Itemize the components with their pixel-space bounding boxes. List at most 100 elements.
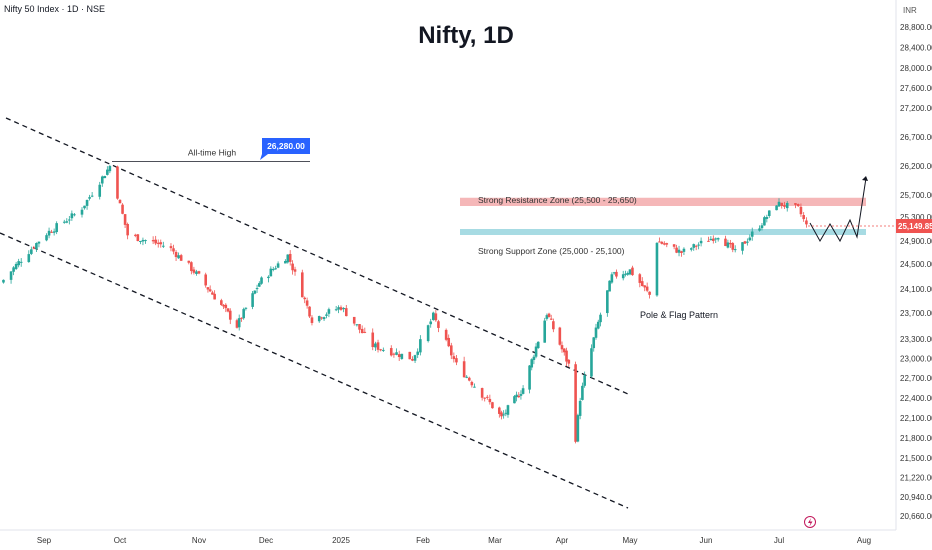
candle-body [567,359,571,364]
candle-body [211,292,214,295]
candle-body [397,354,401,358]
candle-body [689,248,693,250]
y-tick-label: 25,300.00 [900,213,932,222]
candle-body [677,249,681,253]
candle-body [144,240,147,242]
y-tick-label: 26,200.00 [900,162,932,171]
candle-body [151,240,155,242]
candle-body [660,241,664,244]
candle-body [224,304,228,309]
candle-body [590,348,593,377]
candle-body [68,219,71,221]
y-tick-label: 24,900.00 [900,237,932,246]
candle-body [631,267,634,276]
candle-body [141,239,145,242]
candle-body [452,356,456,360]
candle-body [419,339,422,353]
candle-body [98,184,102,197]
candle-body [73,214,76,216]
candle-body [534,346,538,357]
candle-body [504,412,508,414]
candle-body [513,396,516,404]
candle-body [251,293,254,307]
candle-body [85,199,89,206]
lightning-glyph [808,518,813,527]
candle-body [470,381,474,386]
candle-body [195,271,198,274]
candle-body [288,253,292,262]
candle-body [462,361,466,378]
y-tick-label: 23,700.00 [900,309,932,318]
candle-body [426,325,430,342]
candle-body [320,317,323,319]
candle-body [500,412,503,417]
candle-body [156,242,160,244]
candle-body [322,317,326,320]
candle-body [197,271,201,274]
candle-body [228,310,232,320]
candle-body [606,290,609,314]
candle-body [235,320,239,328]
candle-body [748,237,752,241]
candle-body [62,221,66,223]
candle-body [376,342,380,350]
candle-body [473,386,476,388]
candle-body [480,388,484,398]
y-tick-label: 26,700.00 [900,133,932,142]
candle-body [498,407,501,414]
candle-body [339,307,343,310]
candle-body [731,243,735,250]
x-tick-label: Feb [416,536,430,545]
x-tick-label: May [622,536,637,545]
candle-body [123,214,127,225]
candle-body [45,235,48,241]
candle-body [545,315,549,319]
ath-callout [260,138,310,160]
x-tick-label: Apr [556,536,569,545]
candle-body [628,269,632,275]
candle-body [337,307,340,310]
lightning-icon[interactable] [804,516,816,528]
candle-body [758,228,761,231]
candle-body [242,309,245,319]
candle-body [543,320,547,343]
candle-body [260,277,263,284]
y-tick-label: 20,940.00 [900,493,932,502]
candle-body [116,166,119,199]
candle-body [658,241,661,243]
candle-body [574,364,577,442]
candle-body [325,314,328,316]
candle-body [694,245,698,247]
candle-body [88,197,91,199]
candle-body [655,242,659,296]
candle-body [269,268,273,277]
candle-body [547,313,551,317]
candle-body [37,241,41,244]
candle-body [100,176,104,184]
candle-body [645,286,649,291]
candle-body [255,288,259,290]
candle-body [2,279,5,283]
candle-body [126,224,129,236]
candle-body [746,241,749,243]
candle-body [90,195,94,197]
candle-body [449,345,453,356]
candle-body [303,297,307,300]
candle-body [179,255,183,261]
candle-body [371,332,375,348]
y-tick-label: 24,500.00 [900,260,932,269]
y-tick-label: 28,400.00 [900,44,932,53]
y-tick-label: 22,400.00 [900,394,932,403]
candle-body [12,267,15,272]
candle-body [411,358,414,361]
candle-body [716,238,720,240]
candle-body [560,345,564,350]
candle-body [750,231,754,237]
candle-body [777,201,781,207]
y-tick-label: 22,700.00 [900,374,932,383]
candle-body [794,203,797,205]
y-tick-label: 28,000.00 [900,64,932,73]
candle-body [327,309,331,314]
x-tick-label: 2025 [332,536,350,545]
